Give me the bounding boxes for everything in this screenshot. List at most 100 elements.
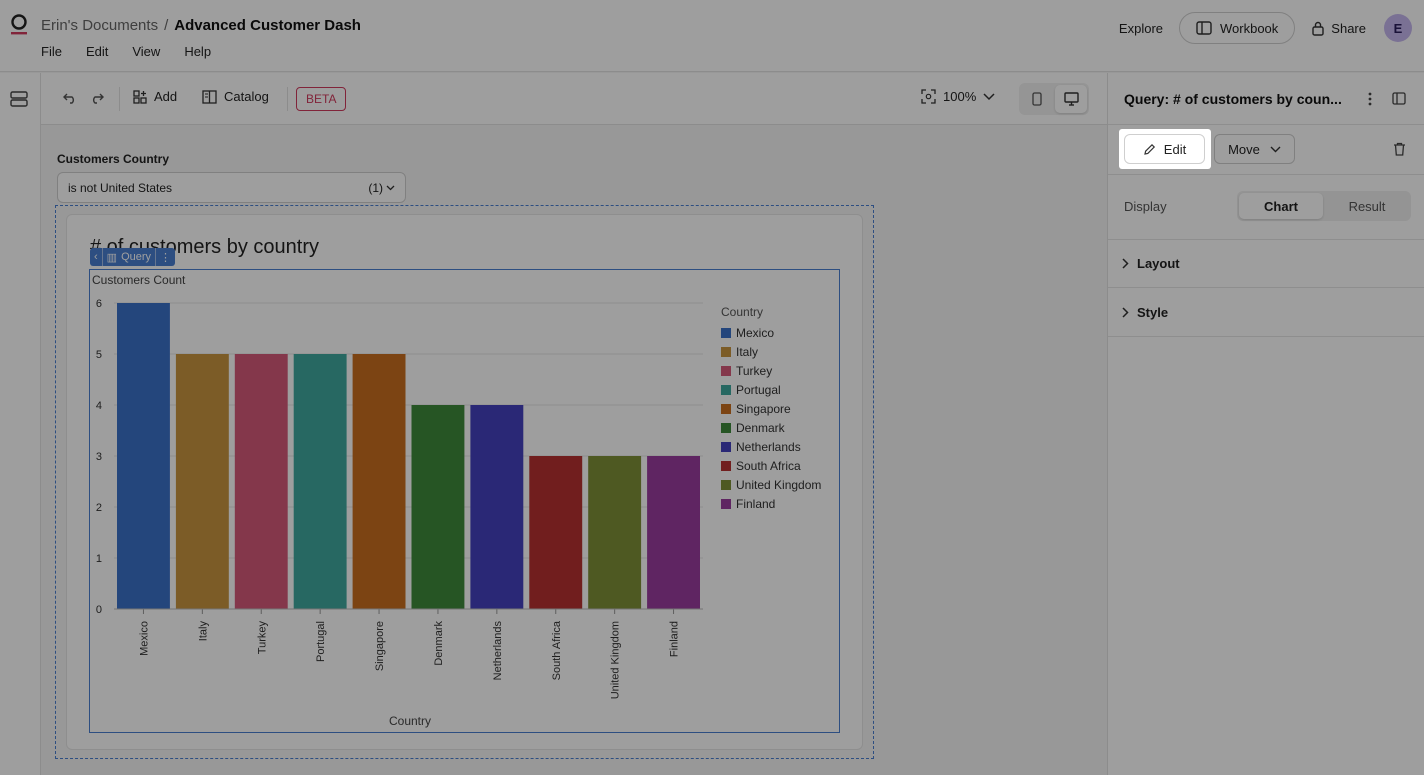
explore-link[interactable]: Explore bbox=[1118, 20, 1163, 36]
y-tick-label: 0 bbox=[96, 604, 102, 616]
bar-singapore bbox=[352, 354, 406, 609]
bar-south-africa bbox=[529, 456, 583, 609]
query-tag-label: Query bbox=[121, 251, 152, 263]
display-result-button[interactable]: Result bbox=[1348, 198, 1386, 214]
x-tick-label: Mexico bbox=[138, 621, 150, 656]
bar-turkey bbox=[234, 354, 288, 609]
y-tick-label: 2 bbox=[96, 502, 102, 514]
beta-badge: BETA bbox=[296, 87, 347, 111]
style-row bbox=[1108, 288, 1424, 337]
trash-icon[interactable] bbox=[1393, 142, 1406, 156]
chevron-left-icon[interactable]: ‹ bbox=[94, 251, 98, 263]
undo-icon[interactable] bbox=[63, 92, 77, 104]
display-chart-button[interactable]: Chart bbox=[1239, 193, 1323, 219]
y-tick-label: 6 bbox=[96, 298, 102, 310]
menu-help[interactable]: Help bbox=[184, 44, 212, 59]
layout-row bbox=[1108, 240, 1424, 288]
y-tick-label: 5 bbox=[96, 349, 102, 361]
share-label: Share bbox=[1331, 20, 1366, 36]
legend-entry: United Kingdom bbox=[736, 478, 821, 492]
bar-finland bbox=[647, 456, 700, 609]
monitor-icon bbox=[1063, 92, 1079, 106]
bar-portugal bbox=[293, 354, 347, 609]
page-title[interactable]: Advanced Customer Dash bbox=[174, 17, 361, 34]
x-tick-label: Netherlands bbox=[492, 621, 504, 681]
action-row bbox=[1108, 125, 1424, 175]
x-tick-label: Finland bbox=[669, 621, 681, 657]
more-vertical-icon[interactable] bbox=[1367, 92, 1373, 106]
y-axis-label: Customers Count bbox=[92, 273, 186, 287]
move-label: Move bbox=[1228, 141, 1260, 157]
legend-swatch bbox=[721, 480, 731, 490]
x-tick-label: United Kingdom bbox=[610, 621, 622, 699]
x-tick-label: Portugal bbox=[315, 621, 327, 662]
book-icon bbox=[1196, 21, 1212, 35]
x-tick-label: Italy bbox=[197, 621, 209, 642]
desktop-view-button[interactable] bbox=[1055, 85, 1087, 113]
legend-swatch bbox=[721, 461, 731, 471]
workbook-label: Workbook bbox=[1220, 20, 1279, 36]
chevron-down-icon bbox=[983, 92, 995, 100]
menu-edit[interactable]: Edit bbox=[85, 44, 109, 59]
share-button[interactable]: Share bbox=[1311, 21, 1366, 36]
legend-entry: Finland bbox=[736, 497, 775, 511]
toolbar-divider bbox=[287, 87, 288, 111]
style-section[interactable]: Style bbox=[1122, 305, 1168, 320]
layout-section[interactable]: Layout bbox=[1122, 256, 1180, 271]
edit-button[interactable]: Edit bbox=[1124, 134, 1205, 164]
catalog-button[interactable]: Catalog bbox=[202, 89, 269, 104]
add-element-icon bbox=[133, 89, 147, 104]
edit-spotlight: Edit bbox=[1119, 129, 1211, 169]
chevron-down-icon bbox=[1270, 146, 1281, 152]
legend-swatch bbox=[721, 499, 731, 509]
x-tick-label: South Africa bbox=[551, 620, 563, 680]
mobile-view-button[interactable] bbox=[1021, 85, 1053, 113]
chart-frame[interactable]: Customers Count 0 1 2 3 4 5 6 Mexico Italy Turkey P… bbox=[89, 269, 840, 733]
zoom-value: 100% bbox=[943, 89, 977, 104]
dashboard-canvas: Customers Country is not United States (… bbox=[41, 125, 1107, 775]
header-actions: Explore Workbook Share E bbox=[1119, 12, 1412, 44]
move-button[interactable]: Move bbox=[1214, 134, 1295, 164]
pencil-icon bbox=[1144, 143, 1155, 155]
legend-swatch bbox=[721, 385, 731, 395]
country-filter-select[interactable]: is not United States (1) bbox=[57, 172, 406, 203]
menu-view[interactable]: View bbox=[132, 44, 161, 59]
more-vertical-icon[interactable]: ⋮ bbox=[160, 251, 172, 264]
legend-swatch bbox=[721, 442, 731, 452]
redo-icon[interactable] bbox=[90, 92, 104, 104]
query-tag[interactable]: ‹ ▥ Query ⋮ bbox=[90, 248, 176, 266]
menu-bar: File Edit View Help bbox=[41, 44, 211, 59]
chart-small-icon: ▥ bbox=[106, 251, 118, 264]
filter-value: is not United States bbox=[68, 180, 173, 195]
add-button[interactable]: Add bbox=[133, 89, 177, 104]
y-tick-label: 3 bbox=[96, 451, 102, 463]
legend-swatch bbox=[721, 423, 731, 433]
bar-chart: Customers Count 0 1 2 3 4 5 6 Mexico Italy Turkey P… bbox=[92, 273, 821, 728]
phone-icon bbox=[1032, 92, 1042, 106]
layers-icon[interactable] bbox=[10, 91, 28, 107]
legend-swatch bbox=[721, 328, 731, 338]
bar-denmark bbox=[411, 405, 465, 609]
menu-file[interactable]: File bbox=[41, 44, 62, 59]
chevron-down-icon bbox=[386, 185, 395, 190]
bar-united-kingdom bbox=[588, 456, 642, 609]
zoom-control[interactable]: 100% bbox=[921, 89, 995, 104]
avatar[interactable]: E bbox=[1384, 14, 1412, 42]
bar-netherlands bbox=[470, 405, 524, 609]
editor-toolbar: Add Catalog BETA 100% bbox=[41, 73, 1107, 125]
legend-swatch bbox=[721, 404, 731, 414]
panel-collapse-icon[interactable] bbox=[1392, 92, 1406, 105]
y-tick-label: 4 bbox=[96, 400, 102, 412]
add-label: Add bbox=[154, 89, 178, 104]
style-section-label: Style bbox=[1137, 305, 1169, 320]
app-logo-icon[interactable] bbox=[10, 14, 28, 36]
workbook-button[interactable]: Workbook bbox=[1179, 12, 1296, 44]
breadcrumb-parent[interactable]: Erin's Documents bbox=[41, 17, 159, 34]
x-tick-label: Denmark bbox=[433, 621, 445, 666]
x-tick-label: Singapore bbox=[374, 621, 386, 671]
y-tick-label: 1 bbox=[96, 553, 102, 565]
tag-divider bbox=[101, 248, 103, 266]
legend-entry: Netherlands bbox=[736, 440, 801, 454]
breadcrumb-separator: / bbox=[164, 17, 169, 34]
display-label: Display bbox=[1124, 199, 1167, 214]
